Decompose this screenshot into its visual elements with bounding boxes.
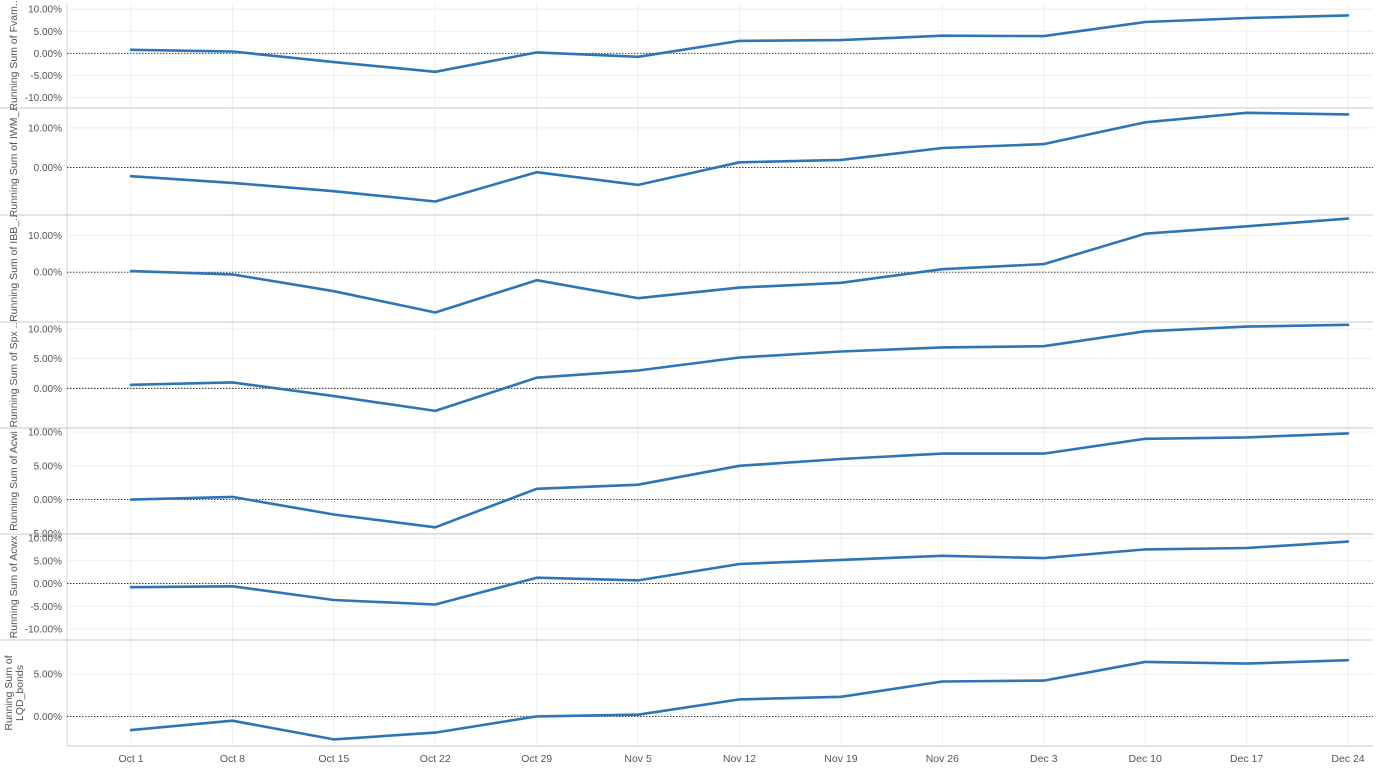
y-axis-title: Running Sum of Acwi xyxy=(8,431,20,531)
panel-6: -10.00% -5.00% 0.00% 5.00% 10.00% Running Sum… xyxy=(0,534,1373,641)
x-tick-label: Oct 29 xyxy=(521,753,552,765)
y-tick-label: 10.00% xyxy=(28,428,62,439)
x-tick-label: Oct 8 xyxy=(220,753,245,765)
y-tick-label: 10.00% xyxy=(28,5,62,16)
y-axis-title: Running Sum of IWM_.. xyxy=(8,106,20,217)
y-axis-title: Running Sum of Fvam.. xyxy=(8,0,20,110)
panel-1: -10.00% -5.00% 0.00% 5.00% 10.00% Running Sum… xyxy=(0,0,1373,111)
y-tick-label: 10.00% xyxy=(28,324,62,335)
x-tick-label: Dec 3 xyxy=(1030,753,1058,765)
y-tick-label: 5.00% xyxy=(34,556,62,567)
y-tick-label: -5.00% xyxy=(30,71,62,82)
panel-2: 0.00% 10.00% Running Sum of IWM_.. xyxy=(0,106,1373,217)
x-tick-label: Nov 5 xyxy=(624,753,652,765)
panel-3: 0.00% 10.00% Running Sum of IBB_.. xyxy=(0,215,1373,323)
series-line xyxy=(129,432,1350,529)
series-line xyxy=(129,658,1350,741)
y-tick-label: 0.00% xyxy=(34,49,62,60)
x-tick-label: Nov 12 xyxy=(723,753,756,765)
series-line xyxy=(129,540,1350,606)
x-tick-label: Oct 1 xyxy=(118,753,143,765)
x-tick-label: Nov 19 xyxy=(824,753,857,765)
panel-7: 0.00% 5.00% Running Sum ofLQD_bonds xyxy=(3,655,1373,741)
y-tick-label: 5.00% xyxy=(34,461,62,472)
y-tick-label: 0.00% xyxy=(34,579,62,590)
y-axis-title-line: Running Sum of IWM_.. xyxy=(8,106,20,217)
y-tick-label: 0.00% xyxy=(34,268,62,279)
x-tick-label: Dec 10 xyxy=(1129,753,1162,765)
y-axis-title-line: Running Sum of Spx .. xyxy=(8,322,20,427)
y-tick-label: -5.00% xyxy=(30,602,62,613)
y-tick-label: 10.00% xyxy=(28,123,62,134)
y-tick-label: 5.00% xyxy=(34,669,62,680)
y-axis-title: Running Sum of Acwx xyxy=(8,535,20,638)
y-tick-label: -10.00% xyxy=(25,93,62,104)
x-tick-label: Dec 17 xyxy=(1230,753,1263,765)
y-axis-title-line: Running Sum of Fvam.. xyxy=(8,0,20,110)
y-tick-label: -10.00% xyxy=(25,625,62,636)
y-axis-title-line: Running Sum of Acwx xyxy=(8,535,20,638)
y-tick-label: 0.00% xyxy=(34,163,62,174)
y-axis-title-line: Running Sum of IBB_.. xyxy=(8,215,20,322)
y-axis-title-line: LQD_bonds xyxy=(14,665,26,721)
x-tick-label: Oct 22 xyxy=(420,753,451,765)
x-tick-label: Dec 24 xyxy=(1331,753,1364,765)
series-line xyxy=(129,323,1350,413)
x-tick-label: Nov 26 xyxy=(926,753,959,765)
y-tick-label: 10.00% xyxy=(28,231,62,242)
y-axis-title: Running Sum of IBB_.. xyxy=(8,215,20,322)
series-line xyxy=(129,14,1350,74)
vertical-gridlines xyxy=(130,3,1349,746)
y-axis-title: Running Sum of Spx .. xyxy=(8,322,20,427)
y-tick-label: 0.00% xyxy=(34,495,62,506)
x-tick-label: Oct 15 xyxy=(318,753,349,765)
panel-5: -5.00%0.00%5.00%10.00%Running Sum of Acw… xyxy=(0,428,1373,540)
y-tick-label: 0.00% xyxy=(34,712,62,723)
y-tick-label: 10.00% xyxy=(28,534,62,545)
series-line xyxy=(129,217,1350,314)
panel-4: 0.00% 5.00% 10.00% Running Sum of Spx .. xyxy=(0,322,1373,429)
y-tick-label: 5.00% xyxy=(34,354,62,365)
y-axis-title-line: Running Sum of xyxy=(3,655,15,730)
y-tick-label: 0.00% xyxy=(34,384,62,395)
y-tick-label: 5.00% xyxy=(34,27,62,38)
y-axis-title: Running Sum ofLQD_bonds xyxy=(3,655,26,730)
y-axis-title-line: Running Sum of Acwi xyxy=(8,431,20,531)
series-line xyxy=(129,111,1350,203)
